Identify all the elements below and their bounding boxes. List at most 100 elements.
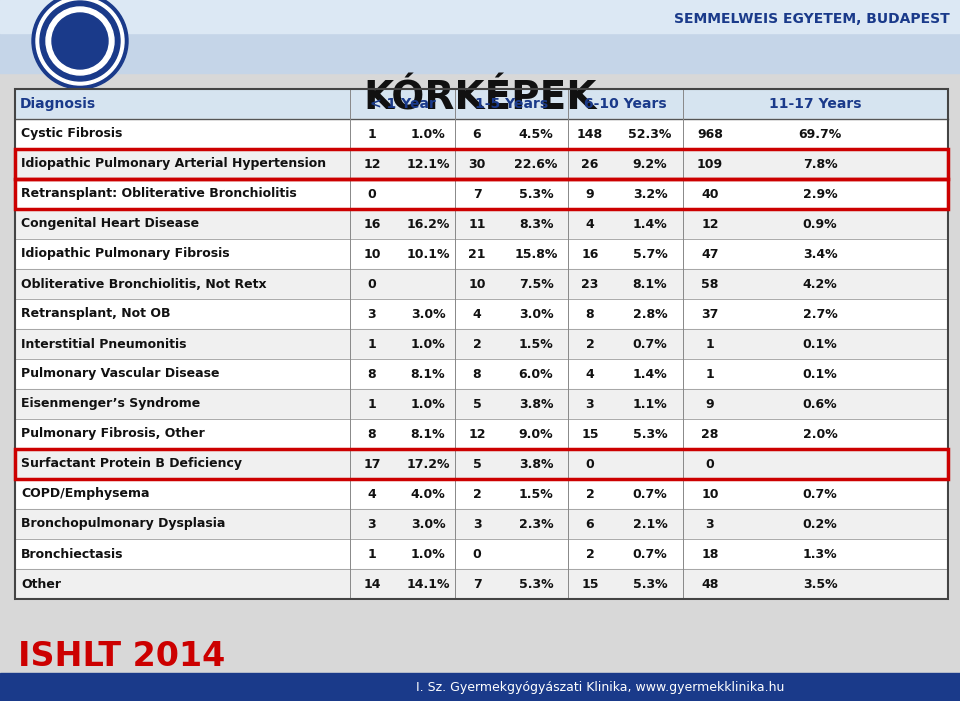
Text: 3: 3 xyxy=(368,517,376,531)
Text: 5.3%: 5.3% xyxy=(518,187,553,200)
Text: 5.3%: 5.3% xyxy=(518,578,553,590)
Text: 3: 3 xyxy=(368,308,376,320)
Bar xyxy=(15,449,948,479)
Text: 1.1%: 1.1% xyxy=(633,397,667,411)
Text: 4: 4 xyxy=(586,217,594,231)
Text: 28: 28 xyxy=(702,428,719,440)
Text: 9.2%: 9.2% xyxy=(633,158,667,170)
Text: 8.1%: 8.1% xyxy=(411,428,445,440)
Text: 26: 26 xyxy=(582,158,599,170)
Text: 1.3%: 1.3% xyxy=(803,547,837,561)
Text: 1.5%: 1.5% xyxy=(518,487,553,501)
Text: 17: 17 xyxy=(363,458,381,470)
Bar xyxy=(0,0,960,33)
Text: 5.3%: 5.3% xyxy=(633,578,667,590)
Text: 7: 7 xyxy=(472,578,481,590)
Text: 5: 5 xyxy=(472,397,481,411)
Circle shape xyxy=(46,7,114,75)
Circle shape xyxy=(36,0,124,85)
Bar xyxy=(15,299,948,329)
Text: 22.6%: 22.6% xyxy=(515,158,558,170)
Text: 4.5%: 4.5% xyxy=(518,128,553,140)
Text: 7.5%: 7.5% xyxy=(518,278,553,290)
Text: 1.0%: 1.0% xyxy=(411,397,445,411)
Text: 7.8%: 7.8% xyxy=(803,158,837,170)
Text: 0.7%: 0.7% xyxy=(803,487,837,501)
Text: 12.1%: 12.1% xyxy=(406,158,449,170)
Text: Retransplant, Not OB: Retransplant, Not OB xyxy=(21,308,171,320)
Bar xyxy=(15,389,948,419)
Text: 2: 2 xyxy=(586,337,594,350)
Circle shape xyxy=(40,1,120,81)
Text: 0.6%: 0.6% xyxy=(803,397,837,411)
Bar xyxy=(15,239,948,269)
Text: 3.0%: 3.0% xyxy=(411,308,445,320)
Text: Bronchiectasis: Bronchiectasis xyxy=(21,547,124,561)
Bar xyxy=(15,179,948,209)
Text: Eisenmenger’s Syndrome: Eisenmenger’s Syndrome xyxy=(21,397,201,411)
Text: 16: 16 xyxy=(363,217,381,231)
Bar xyxy=(15,449,948,479)
Text: 1: 1 xyxy=(706,337,714,350)
Text: ISHLT 2014: ISHLT 2014 xyxy=(18,639,226,672)
Text: 2: 2 xyxy=(586,487,594,501)
Text: SEMMELWEIS EGYETEM, BUDAPEST: SEMMELWEIS EGYETEM, BUDAPEST xyxy=(674,12,950,26)
Text: 2: 2 xyxy=(472,487,481,501)
Text: Bronchopulmonary Dysplasia: Bronchopulmonary Dysplasia xyxy=(21,517,226,531)
Text: Congenital Heart Disease: Congenital Heart Disease xyxy=(21,217,199,231)
Text: 18: 18 xyxy=(702,547,719,561)
Text: 1: 1 xyxy=(368,128,376,140)
Text: 10: 10 xyxy=(701,487,719,501)
Text: 3.0%: 3.0% xyxy=(411,517,445,531)
Text: 1: 1 xyxy=(368,547,376,561)
Text: 1.0%: 1.0% xyxy=(411,337,445,350)
Text: 2.1%: 2.1% xyxy=(633,517,667,531)
Bar xyxy=(15,149,948,179)
Text: 14: 14 xyxy=(363,578,381,590)
Text: 0.7%: 0.7% xyxy=(633,337,667,350)
Text: Diagnosis: Diagnosis xyxy=(20,97,96,111)
Text: Idiopathic Pulmonary Fibrosis: Idiopathic Pulmonary Fibrosis xyxy=(21,247,229,261)
Text: 11-17 Years: 11-17 Years xyxy=(769,97,862,111)
Bar xyxy=(15,509,948,539)
Text: 8.3%: 8.3% xyxy=(518,217,553,231)
Bar xyxy=(15,419,948,449)
Text: 9: 9 xyxy=(586,187,594,200)
Text: 15: 15 xyxy=(581,578,599,590)
Bar xyxy=(15,269,948,299)
Text: Interstitial Pneumonitis: Interstitial Pneumonitis xyxy=(21,337,186,350)
Text: 58: 58 xyxy=(702,278,719,290)
Text: 3: 3 xyxy=(586,397,594,411)
Text: 52.3%: 52.3% xyxy=(628,128,672,140)
Text: Retransplant: Obliterative Bronchiolitis: Retransplant: Obliterative Bronchiolitis xyxy=(21,187,297,200)
Text: 0: 0 xyxy=(368,187,376,200)
Text: 8.1%: 8.1% xyxy=(411,367,445,381)
Circle shape xyxy=(52,13,108,69)
Text: 9: 9 xyxy=(706,397,714,411)
Text: Obliterative Bronchiolitis, Not Retx: Obliterative Bronchiolitis, Not Retx xyxy=(21,278,267,290)
Text: 16.2%: 16.2% xyxy=(406,217,449,231)
Text: 0.1%: 0.1% xyxy=(803,367,837,381)
Text: 2.0%: 2.0% xyxy=(803,428,837,440)
Text: 1.4%: 1.4% xyxy=(633,367,667,381)
Bar xyxy=(15,329,948,359)
Text: 30: 30 xyxy=(468,158,486,170)
Text: 8: 8 xyxy=(472,367,481,381)
Text: 14.1%: 14.1% xyxy=(406,578,449,590)
Text: COPD/Emphysema: COPD/Emphysema xyxy=(21,487,150,501)
Bar xyxy=(0,673,960,701)
Text: KÓRKÉPEK: KÓRKÉPEK xyxy=(363,79,597,117)
Text: 11: 11 xyxy=(468,217,486,231)
Text: 0.2%: 0.2% xyxy=(803,517,837,531)
Bar xyxy=(15,179,948,209)
Text: 2.9%: 2.9% xyxy=(803,187,837,200)
Text: 0: 0 xyxy=(586,458,594,470)
Text: 10: 10 xyxy=(468,278,486,290)
Text: 0: 0 xyxy=(368,278,376,290)
Text: 10: 10 xyxy=(363,247,381,261)
Text: 17.2%: 17.2% xyxy=(406,458,449,470)
Text: 6: 6 xyxy=(472,128,481,140)
Text: Idiopathic Pulmonary Arterial Hypertension: Idiopathic Pulmonary Arterial Hypertensi… xyxy=(21,158,326,170)
Text: 3: 3 xyxy=(472,517,481,531)
Text: 3: 3 xyxy=(706,517,714,531)
